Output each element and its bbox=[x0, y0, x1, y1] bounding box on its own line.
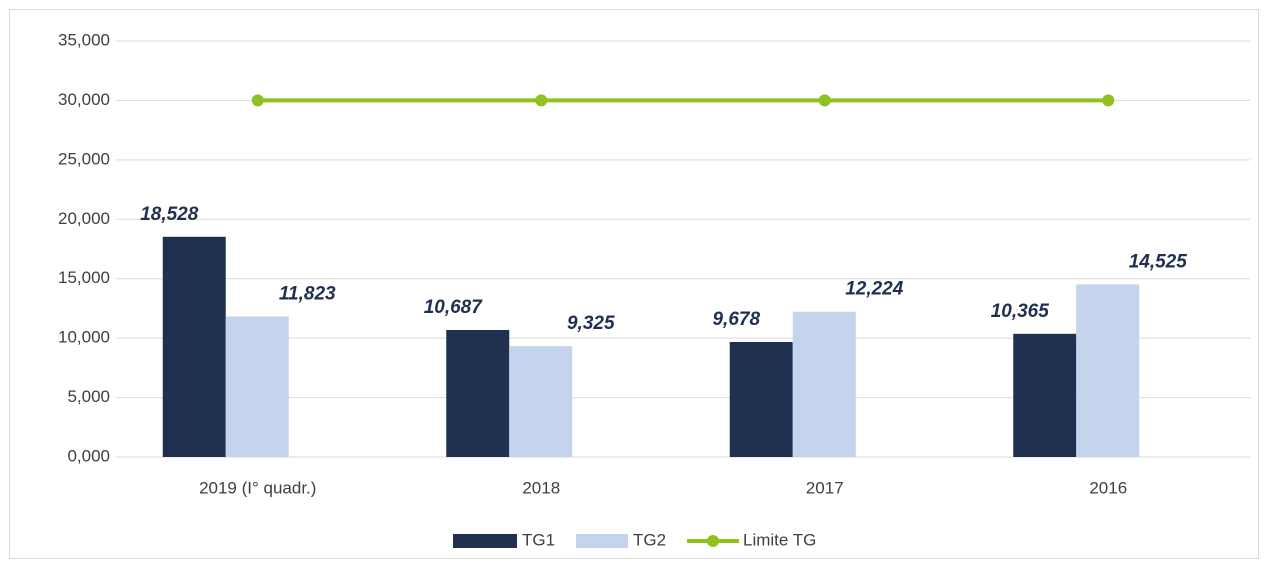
y-tick-label: 10,000 bbox=[58, 328, 110, 347]
legend-swatch bbox=[453, 534, 517, 548]
bar bbox=[162, 236, 226, 457]
value-label: 10,687 bbox=[424, 297, 484, 318]
legend-label: TG2 bbox=[633, 530, 666, 549]
y-tick-label: 0,000 bbox=[67, 446, 110, 465]
y-tick-label: 20,000 bbox=[58, 209, 110, 228]
bar bbox=[1013, 333, 1077, 457]
y-tick-label: 35,000 bbox=[58, 30, 110, 49]
x-tick-label: 2016 bbox=[1089, 478, 1127, 497]
x-tick-label: 2017 bbox=[806, 478, 844, 497]
y-tick-label: 15,000 bbox=[58, 268, 110, 287]
line-marker bbox=[251, 94, 264, 107]
bar bbox=[729, 341, 793, 457]
x-tick-label: 2018 bbox=[522, 478, 560, 497]
value-label: 9,678 bbox=[712, 309, 760, 330]
line-marker bbox=[535, 94, 548, 107]
y-tick-label: 25,000 bbox=[58, 149, 110, 168]
line-marker bbox=[1102, 94, 1115, 107]
x-tick-label: 2019 (I° quadr.) bbox=[199, 478, 316, 497]
value-label: 11,823 bbox=[279, 283, 336, 304]
value-label: 10,365 bbox=[991, 301, 1050, 322]
bar bbox=[509, 346, 573, 457]
legend-swatch bbox=[576, 534, 628, 548]
legend-label: Limite TG bbox=[743, 530, 816, 549]
y-tick-label: 5,000 bbox=[67, 387, 110, 406]
bar bbox=[446, 329, 510, 457]
legend-swatch bbox=[707, 535, 719, 547]
legend-label: TG1 bbox=[522, 530, 555, 549]
value-label: 9,325 bbox=[567, 313, 615, 334]
line-marker bbox=[818, 94, 831, 107]
value-label: 18,528 bbox=[140, 204, 199, 225]
value-label: 14,525 bbox=[1129, 251, 1188, 272]
bar bbox=[792, 311, 856, 457]
value-label: 12,224 bbox=[845, 279, 904, 300]
bar bbox=[1076, 284, 1140, 457]
bar bbox=[225, 316, 289, 457]
y-tick-label: 30,000 bbox=[58, 90, 110, 109]
